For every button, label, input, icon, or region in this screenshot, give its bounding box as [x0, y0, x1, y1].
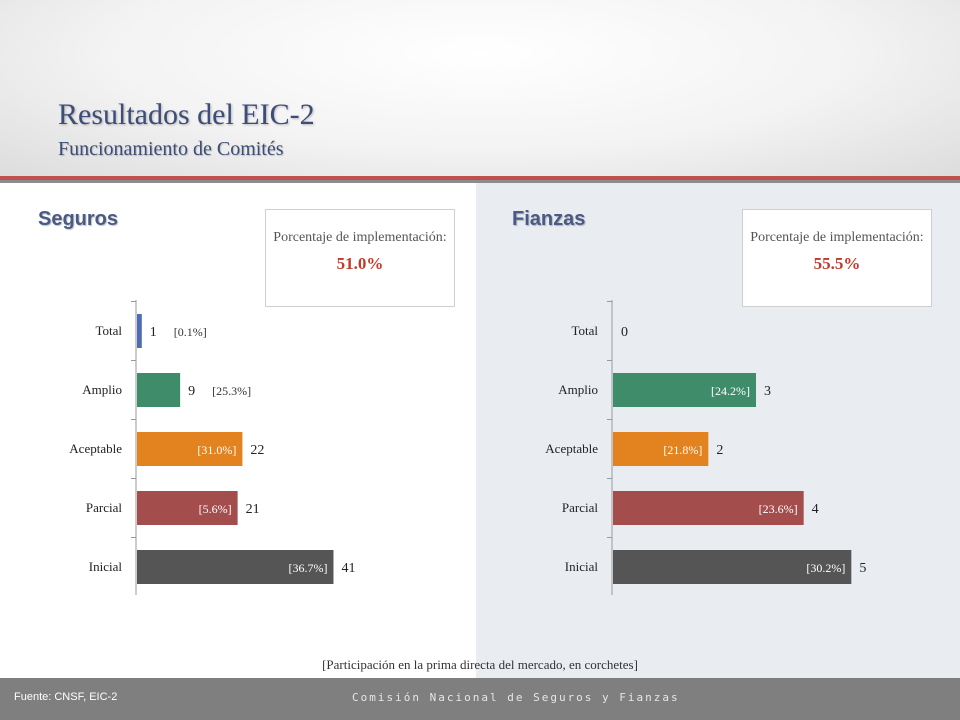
seguros-bar-aceptable — [137, 432, 243, 466]
seguros-bar-total — [137, 314, 142, 348]
seguros-share-label: [36.7%] — [288, 561, 327, 575]
seguros-category-label: Parcial — [86, 500, 122, 515]
footer-source: Fuente: CNSF, EIC-2 — [14, 691, 118, 703]
seguros-category-label: Aceptable — [69, 441, 122, 456]
seguros-value-label: 41 — [341, 561, 355, 576]
seguros-share-label: [31.0%] — [197, 443, 236, 457]
fianzas-share-label: [23.6%] — [759, 502, 798, 516]
seguros-value-label: 9 — [188, 384, 195, 399]
seguros-category-label: Inicial — [89, 559, 123, 574]
seguros-value-label: 22 — [250, 443, 264, 458]
seguros-bar-inicial — [137, 550, 334, 584]
fianzas-bar-inicial — [613, 550, 852, 584]
header-divider-grey — [0, 180, 960, 183]
fianzas-category-label: Parcial — [562, 500, 598, 515]
fianzas-category-label: Amplio — [558, 382, 598, 397]
fianzas-share-label: [30.2%] — [806, 561, 845, 575]
seguros-bar-chart: Total 1 [0.1%] Amplio 9 [25.3%] Aceptable 22 [31… — [69, 300, 355, 595]
seguros-heading: Seguros — [38, 208, 119, 230]
fianzas-heading: Fianzas — [512, 208, 586, 230]
seguros-implementation-value: 51.0% — [336, 254, 384, 273]
fianzas-category-label: Total — [571, 323, 598, 338]
seguros-category-label: Total — [95, 323, 122, 338]
fianzas-implementation-box: Porcentaje de implementación: 55.5% — [742, 209, 932, 307]
fianzas-category-label: Inicial — [565, 559, 599, 574]
fianzas-implementation-value: 55.5% — [813, 254, 861, 273]
fianzas-share-label: [21.8%] — [663, 443, 702, 457]
header-divider-red — [0, 176, 960, 180]
seguros-value-label: 21 — [246, 502, 260, 517]
fianzas-bar-chart: Total 0 Amplio 3 [24.2%] Aceptable 2 [21.8%] Par… — [545, 300, 866, 595]
seguros-share-label: [25.3%] — [212, 384, 251, 398]
seguros-bar-parcial — [137, 491, 238, 525]
page-subtitle: Funcionamiento de Comités — [58, 138, 284, 160]
seguros-category-label: Amplio — [82, 382, 122, 397]
fianzas-bar-parcial — [613, 491, 804, 525]
seguros-share-label: [5.6%] — [199, 502, 232, 516]
market-share-footnote: [Participación en la prima directa del m… — [322, 657, 638, 672]
page-title: Resultados del EIC-2 — [58, 98, 315, 131]
header-band — [0, 0, 960, 178]
fianzas-value-label: 4 — [812, 502, 819, 517]
fianzas-value-label: 2 — [716, 443, 723, 458]
footer-organization: Comisión Nacional de Seguros y Fianzas — [352, 691, 680, 704]
seguros-share-label: [0.1%] — [174, 325, 207, 339]
fianzas-implementation-label: Porcentaje de implementación: — [750, 230, 924, 245]
fianzas-share-label: [24.2%] — [711, 384, 750, 398]
fianzas-bar-amplio — [613, 373, 756, 407]
seguros-bar-amplio — [137, 373, 181, 407]
fianzas-value-label: 0 — [621, 325, 628, 340]
seguros-implementation-label: Porcentaje de implementación: — [273, 230, 447, 245]
fianzas-category-label: Aceptable — [545, 441, 598, 456]
fianzas-value-label: 3 — [764, 384, 771, 399]
footer-bar: Fuente: CNSF, EIC-2 Comisión Nacional de… — [0, 678, 960, 720]
seguros-implementation-box: Porcentaje de implementación: 51.0% — [265, 209, 455, 307]
fianzas-bar-aceptable — [613, 432, 709, 466]
seguros-value-label: 1 — [150, 325, 157, 340]
fianzas-value-label: 5 — [859, 561, 866, 576]
